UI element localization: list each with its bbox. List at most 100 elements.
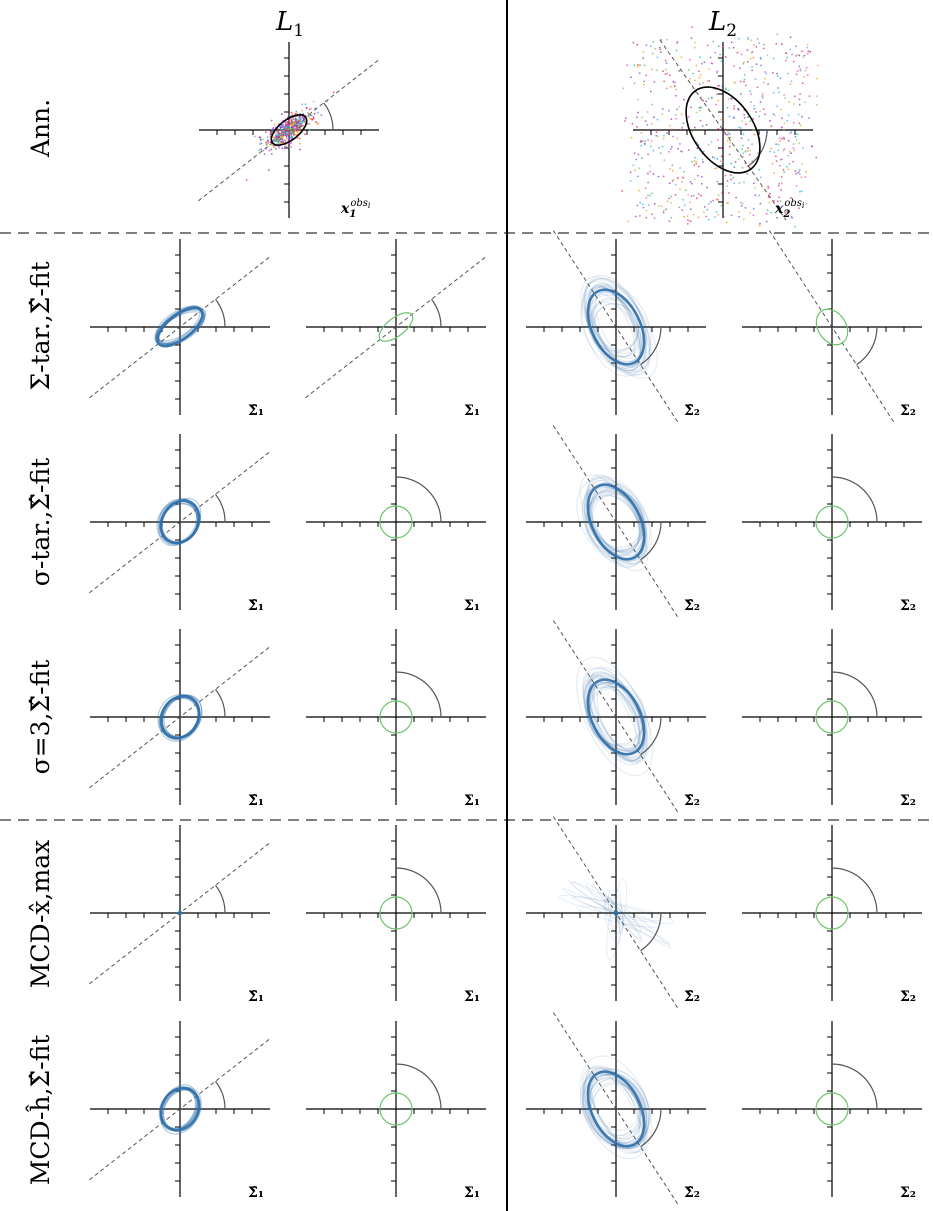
observation-point: [740, 201, 742, 204]
observation-point: [287, 129, 289, 132]
observation-point: [774, 155, 777, 158]
angle-arc: [214, 298, 226, 328]
observation-point: [762, 47, 765, 50]
observation-point: [285, 145, 288, 148]
observation-point: [705, 215, 708, 218]
observation-point: [714, 167, 716, 170]
observation-point: [298, 137, 301, 140]
fit-ellipse: [586, 677, 648, 762]
observation-point: [719, 53, 722, 56]
observation-point: [286, 137, 288, 140]
observation-point: [737, 37, 740, 40]
observation-point: [292, 132, 295, 135]
observation-point: [699, 119, 702, 122]
observation-point: [282, 127, 285, 129]
observation-point: [708, 80, 711, 82]
fit-ellipse: [590, 286, 642, 368]
observation-point: [778, 205, 781, 208]
observation-point: [684, 189, 687, 192]
panel-ann-L1: x1obsi: [198, 42, 380, 220]
annotation-tag-L2: x2obsi: [774, 198, 805, 220]
observation-point: [749, 90, 752, 93]
panel-tag: Σ₂: [900, 989, 916, 1005]
observation-point: [702, 81, 704, 84]
observation-point: [770, 212, 773, 214]
fit-ellipse-mean: [586, 483, 646, 561]
observation-point: [651, 213, 653, 216]
observation-point: [288, 119, 291, 122]
observation-point: [769, 119, 771, 122]
observation-point: [789, 132, 792, 135]
target-ellipse: [379, 700, 413, 734]
observation-point: [637, 111, 639, 114]
observation-point: [290, 126, 293, 129]
observation-point: [766, 54, 769, 57]
observation-point: [332, 91, 335, 94]
observation-point: [714, 216, 716, 218]
observation-point: [702, 161, 704, 164]
observation-point: [767, 196, 770, 199]
observation-point: [687, 69, 690, 71]
observation-point: [300, 124, 303, 126]
observation-point: [758, 194, 761, 197]
panel-tag: Σ₁: [464, 793, 480, 809]
observation-point: [783, 171, 786, 173]
observation-point: [683, 171, 685, 173]
observation-point: [747, 38, 750, 41]
fit-ellipse: [607, 889, 624, 934]
observation-point: [264, 131, 267, 134]
observation-point: [655, 134, 658, 137]
angle-arc: [856, 326, 878, 366]
angle-arc: [640, 716, 662, 756]
observation-point: [721, 85, 724, 88]
fit-ellipse: [590, 486, 641, 554]
observation-point: [661, 113, 663, 115]
observation-point: [292, 117, 295, 120]
observation-point: [690, 37, 693, 40]
observation-point: [632, 164, 635, 167]
fit-ellipse: [594, 303, 639, 351]
observation-point: [743, 74, 746, 76]
observation-point: [634, 215, 637, 218]
fit-ellipse: [587, 1079, 640, 1140]
angle-arc: [395, 671, 442, 718]
observation-point: [742, 152, 744, 155]
observation-point: [624, 117, 627, 120]
observation-point: [290, 131, 293, 134]
observation-point: [728, 192, 730, 194]
fit-ellipse: [581, 1073, 644, 1146]
observation-point: [770, 125, 773, 128]
observation-point: [670, 195, 673, 198]
observation-point: [787, 168, 790, 171]
observation-point: [798, 103, 801, 106]
observation-point: [695, 160, 698, 163]
panel-tag: Σ₁: [464, 1185, 480, 1201]
observation-point: [686, 223, 689, 225]
observation-point: [730, 174, 732, 177]
observation-point: [799, 93, 801, 95]
observation-point: [732, 46, 735, 49]
panel-r3-c3: Σ̂₂: [526, 620, 706, 814]
observation-point: [730, 41, 733, 44]
angle-arc: [214, 884, 226, 914]
observation-point: [267, 169, 270, 172]
observation-point: [668, 130, 670, 133]
observation-point: [776, 216, 778, 219]
observation-point: [750, 93, 752, 95]
observation-point: [279, 134, 282, 136]
observation-point: [647, 172, 649, 175]
panel-tag: Σ̂₁: [248, 989, 264, 1005]
observation-point: [776, 105, 778, 108]
observation-point: [297, 118, 299, 121]
observation-point: [726, 202, 728, 205]
observation-point: [643, 80, 646, 83]
observation-point: [309, 118, 312, 120]
observation-point: [730, 178, 732, 181]
fit-ellipse: [585, 1067, 645, 1153]
fit-ellipse: [586, 883, 642, 940]
observation-point: [799, 190, 801, 193]
observation-point: [284, 124, 287, 127]
observation-point: [663, 159, 666, 162]
observation-point: [720, 155, 723, 158]
observation-point: [629, 171, 632, 174]
